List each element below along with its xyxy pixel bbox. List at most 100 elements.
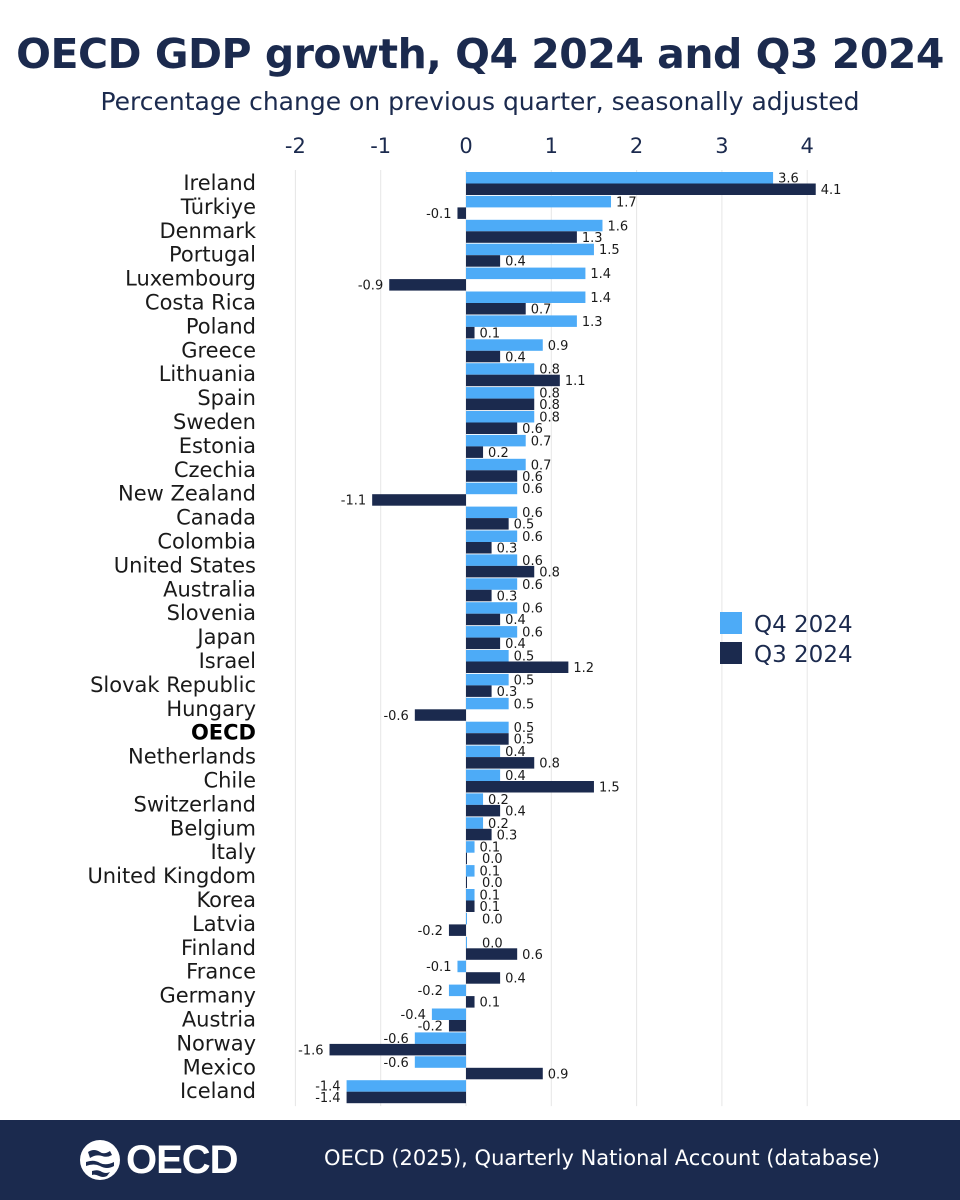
- data-label: 0.8: [539, 398, 560, 413]
- data-label: 0.6: [522, 626, 543, 641]
- bar-q3-2024: [466, 613, 501, 626]
- x-tick-label: 2: [630, 134, 643, 158]
- bar-q4-2024: [466, 363, 535, 375]
- data-label: 1.6: [607, 219, 628, 234]
- source-note: OECD (2025), Quarterly National Account …: [324, 1146, 880, 1170]
- data-label: -0.6: [383, 709, 408, 724]
- data-label: 1.3: [582, 315, 603, 330]
- bar-q3-2024: [466, 565, 535, 578]
- data-label: 0.1: [480, 900, 501, 915]
- bar-q3-2024: [466, 996, 475, 1008]
- bar-q4-2024: [466, 673, 509, 686]
- category-label: Finland: [181, 936, 256, 960]
- data-label: -0.9: [358, 279, 383, 294]
- chart-title: OECD GDP growth, Q4 2024 and Q3 2024: [16, 30, 944, 78]
- bar-q4-2024: [466, 936, 467, 949]
- data-label: 0.4: [505, 804, 526, 819]
- bar-q4-2024: [466, 721, 509, 734]
- bar-q3-2024: [466, 972, 501, 984]
- data-label: -1.1: [341, 494, 366, 509]
- bar-q4-2024: [466, 315, 577, 327]
- data-label: 1.7: [616, 195, 637, 210]
- bar-q3-2024: [466, 255, 501, 267]
- bar-q4-2024: [466, 387, 535, 399]
- data-label: 0.0: [482, 912, 503, 927]
- data-label: 1.4: [590, 267, 611, 282]
- category-label: Slovak Republic: [90, 673, 256, 697]
- category-label: Japan: [195, 625, 256, 649]
- category-label: Chile: [203, 769, 256, 793]
- data-label: 0.6: [522, 554, 543, 569]
- data-label: 0.4: [505, 637, 526, 652]
- data-label: 0.3: [497, 542, 518, 557]
- chart-subtitle: Percentage change on previous quarter, s…: [100, 87, 860, 116]
- x-tick-label: -2: [285, 134, 306, 158]
- category-label: OECD: [191, 721, 256, 745]
- data-label: 0.6: [522, 602, 543, 617]
- data-label: 0.5: [514, 721, 535, 736]
- bar-q3-2024: [466, 828, 492, 841]
- data-label: 0.6: [522, 948, 543, 963]
- data-label: 0.1: [480, 889, 501, 904]
- data-label: 0.4: [505, 255, 526, 270]
- bar-q4-2024: [466, 195, 612, 208]
- data-label: 0.6: [522, 470, 543, 485]
- category-label: Canada: [176, 506, 256, 530]
- bar-q3-2024: [466, 303, 526, 315]
- data-label: -0.2: [418, 924, 443, 939]
- category-label: Korea: [196, 888, 256, 912]
- data-label: 0.9: [548, 1067, 569, 1082]
- bar-q3-2024: [466, 900, 475, 912]
- category-label: Switzerland: [134, 792, 257, 816]
- category-label: Sweden: [173, 410, 256, 434]
- bar-q4-2024: [457, 960, 466, 973]
- bar-q4-2024: [466, 267, 586, 280]
- bar-q3-2024: [414, 709, 466, 721]
- x-tick-label: 4: [801, 134, 814, 158]
- bar-q3-2024: [466, 757, 535, 769]
- data-label: 0.4: [505, 350, 526, 365]
- bar-q3-2024: [466, 446, 484, 458]
- data-label: 1.2: [573, 661, 594, 676]
- category-label: Belgium: [170, 816, 256, 840]
- bar-q3-2024: [466, 685, 492, 697]
- category-label: Hungary: [166, 697, 256, 721]
- data-label: -0.6: [383, 1056, 408, 1071]
- bar-q3-2024: [466, 804, 501, 817]
- category-label: Colombia: [157, 530, 256, 554]
- bar-q3-2024: [466, 876, 467, 889]
- data-label: 0.4: [505, 745, 526, 760]
- data-label: -0.2: [418, 1020, 443, 1035]
- bar-q4-2024: [466, 602, 518, 614]
- data-label: 0.1: [480, 865, 501, 880]
- data-label: 0.0: [482, 936, 503, 951]
- data-label: 0.2: [488, 817, 509, 832]
- bar-q3-2024: [466, 948, 518, 960]
- bar-q4-2024: [466, 291, 586, 303]
- bar-q3-2024: [346, 1091, 466, 1104]
- bar-q3-2024: [389, 279, 466, 291]
- bar-q4-2024: [466, 482, 518, 495]
- bar-q4-2024: [466, 650, 509, 662]
- bar-q3-2024: [448, 1020, 466, 1032]
- data-label: -1.4: [315, 1080, 340, 1095]
- bar-q4-2024: [466, 530, 518, 542]
- data-label: -0.1: [426, 207, 451, 222]
- category-label: France: [186, 960, 256, 984]
- bar-q4-2024: [466, 434, 526, 447]
- bar-q4-2024: [466, 243, 594, 256]
- category-label: Norway: [176, 1031, 256, 1055]
- data-label: 0.5: [514, 650, 535, 665]
- category-label: Australia: [163, 577, 256, 601]
- data-label: 0.5: [514, 733, 535, 748]
- category-label: Estonia: [179, 434, 256, 458]
- x-tick-label: -1: [370, 134, 391, 158]
- bar-q4-2024: [466, 172, 774, 184]
- data-label: 0.6: [522, 530, 543, 545]
- bar-q4-2024: [466, 817, 484, 829]
- bar-q4-2024: [466, 697, 509, 710]
- data-label: -0.6: [383, 1032, 408, 1047]
- bar-q4-2024: [466, 793, 484, 805]
- data-label: 0.3: [497, 828, 518, 843]
- data-label: 1.3: [582, 231, 603, 246]
